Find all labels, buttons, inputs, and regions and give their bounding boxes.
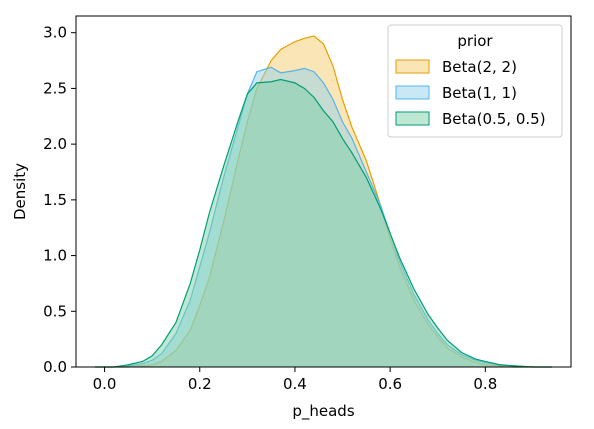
density-line-3 bbox=[95, 78, 552, 368]
x-tick-label: 0.0 bbox=[93, 375, 117, 393]
axes-frame bbox=[75, 15, 572, 368]
y-axis-label: Density bbox=[11, 163, 29, 220]
y-tick-label: 2.0 bbox=[43, 135, 67, 153]
x-tick-label: 0.2 bbox=[188, 375, 212, 393]
y-tick-label: 3.0 bbox=[43, 24, 67, 42]
y-tick-label: 1.0 bbox=[43, 247, 67, 265]
legend-label: Beta(2, 2) bbox=[442, 58, 517, 76]
density-area-3 bbox=[95, 79, 552, 367]
y-axis-ticks: 0.0 0.5 1.0 1.5 2.0 2.5 3.0 bbox=[43, 24, 76, 376]
x-tick-label: 0.8 bbox=[473, 375, 497, 393]
density-areas bbox=[95, 35, 552, 368]
legend: prior Beta(2, 2) Beta(1, 1) Beta(0.5, 0.5) bbox=[387, 24, 563, 138]
y-tick-label: 0.5 bbox=[43, 302, 67, 320]
legend-label: Beta(0.5, 0.5) bbox=[442, 110, 546, 128]
x-tick-label: 0.6 bbox=[378, 375, 402, 393]
y-tick-label: 1.5 bbox=[43, 191, 67, 209]
legend-label: Beta(1, 1) bbox=[442, 84, 517, 102]
legend-swatch bbox=[395, 85, 430, 100]
x-axis-ticks: 0.0 0.2 0.4 0.6 0.8 bbox=[93, 367, 497, 393]
legend-swatch bbox=[395, 111, 430, 126]
x-axis-label: p_heads bbox=[292, 402, 354, 421]
legend-title: prior bbox=[457, 32, 493, 50]
legend-box bbox=[387, 24, 563, 138]
legend-swatch bbox=[395, 59, 430, 74]
axes bbox=[75, 15, 572, 368]
x-tick-label: 0.4 bbox=[283, 375, 307, 393]
y-tick-label: 0.0 bbox=[43, 358, 67, 376]
y-tick-label: 2.5 bbox=[43, 79, 67, 97]
